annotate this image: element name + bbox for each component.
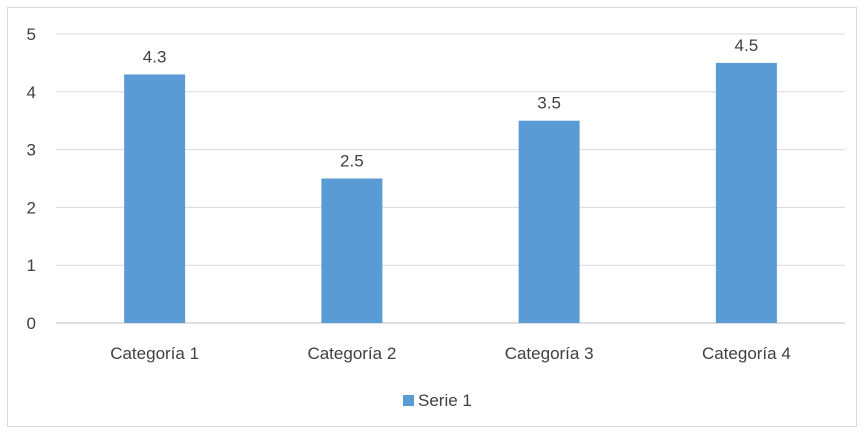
y-axis-tick-labels: 0 1 2 3 4 5 (27, 25, 36, 333)
bar-3 (518, 120, 580, 323)
data-labels: 4.3 2.5 3.5 4.5 (143, 36, 758, 171)
gridlines (56, 33, 845, 324)
y-tick-label-4: 4 (27, 83, 36, 102)
y-tick-label-1: 1 (27, 256, 36, 275)
y-tick-label-2: 2 (27, 198, 36, 217)
category-label-3: Categoría 3 (505, 344, 594, 363)
category-label-2: Categoría 2 (307, 344, 396, 363)
data-label-2: 2.5 (340, 152, 364, 171)
data-label-3: 3.5 (537, 94, 561, 113)
legend: Serie 1 (403, 391, 472, 410)
legend-swatch-serie-1 (403, 395, 414, 406)
bar-1 (124, 74, 186, 324)
bar-2 (321, 178, 383, 323)
bars (124, 62, 777, 324)
y-tick-label-3: 3 (27, 141, 36, 160)
data-label-4: 4.5 (735, 36, 759, 55)
category-label-4: Categoría 4 (702, 344, 791, 363)
y-tick-label-0: 0 (27, 314, 36, 333)
data-label-1: 4.3 (143, 47, 167, 66)
category-label-1: Categoría 1 (110, 344, 199, 363)
bar-4 (715, 62, 777, 324)
x-axis-category-labels: Categoría 1 Categoría 2 Categoría 3 Categor… (110, 344, 791, 363)
y-tick-label-5: 5 (27, 25, 36, 44)
legend-label-serie-1: Serie 1 (418, 391, 472, 410)
